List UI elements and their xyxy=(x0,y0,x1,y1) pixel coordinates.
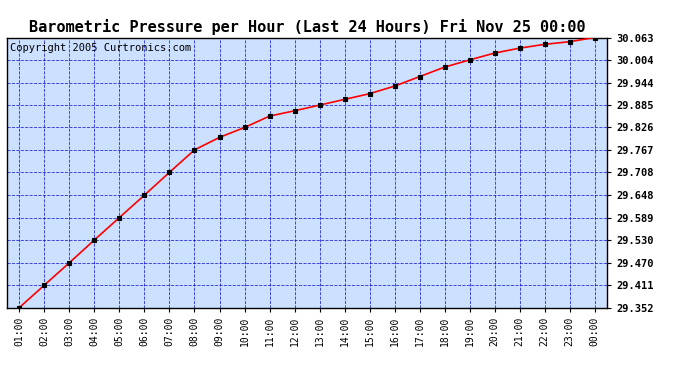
Text: Copyright 2005 Curtronics.com: Copyright 2005 Curtronics.com xyxy=(10,43,191,53)
Title: Barometric Pressure per Hour (Last 24 Hours) Fri Nov 25 00:00: Barometric Pressure per Hour (Last 24 Ho… xyxy=(29,19,585,35)
